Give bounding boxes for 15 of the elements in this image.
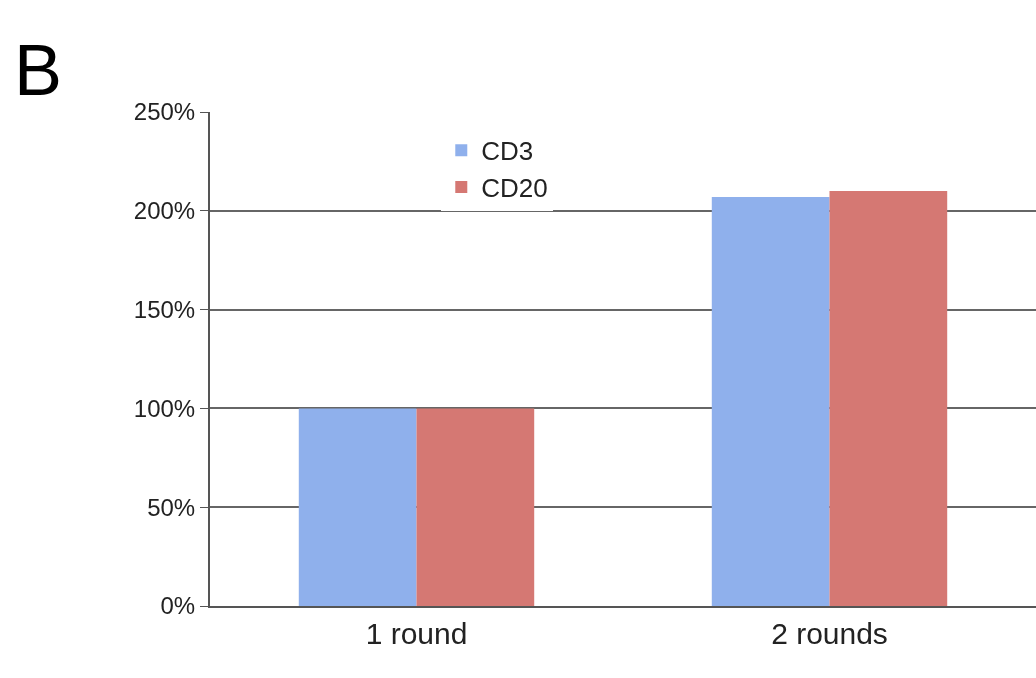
bar bbox=[298, 408, 417, 606]
legend-label: CD3 bbox=[481, 136, 534, 167]
y-tick-label: 50% bbox=[147, 493, 196, 521]
y-tick-label: 100% bbox=[133, 394, 196, 422]
bar bbox=[416, 408, 535, 606]
x-tick-label: 1 round bbox=[365, 617, 468, 650]
y-tick-label: 250% bbox=[133, 98, 196, 126]
x-tick-label: 2 rounds bbox=[771, 617, 888, 650]
bar bbox=[711, 196, 830, 606]
text: B bbox=[14, 30, 63, 110]
y-tick-label: 0% bbox=[160, 592, 196, 620]
y-tick-label: 150% bbox=[133, 296, 196, 323]
bar bbox=[829, 191, 948, 606]
y-tick-label: 200% bbox=[133, 197, 196, 225]
legend-label: CD20 bbox=[481, 173, 548, 204]
